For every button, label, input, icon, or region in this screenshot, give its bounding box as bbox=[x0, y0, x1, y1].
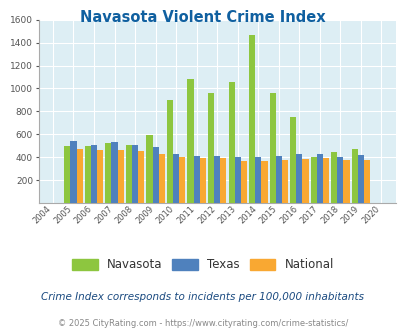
Bar bbox=[316, 154, 322, 203]
Bar bbox=[207, 93, 213, 203]
Bar bbox=[220, 158, 226, 203]
Bar bbox=[193, 156, 199, 203]
Bar bbox=[269, 93, 275, 203]
Bar bbox=[85, 146, 91, 203]
Bar bbox=[310, 157, 316, 203]
Bar bbox=[255, 157, 261, 203]
Bar bbox=[64, 146, 70, 203]
Bar bbox=[228, 82, 234, 203]
Bar bbox=[105, 144, 111, 203]
Bar bbox=[248, 35, 255, 203]
Bar bbox=[146, 135, 152, 203]
Bar bbox=[179, 157, 185, 203]
Text: Navasota Violent Crime Index: Navasota Violent Crime Index bbox=[80, 10, 325, 25]
Bar bbox=[70, 141, 77, 203]
Bar bbox=[357, 155, 363, 203]
Bar bbox=[240, 161, 246, 203]
Bar bbox=[97, 150, 103, 203]
Bar bbox=[322, 158, 328, 203]
Bar bbox=[281, 160, 287, 203]
Bar bbox=[275, 156, 281, 203]
Bar bbox=[302, 159, 308, 203]
Bar bbox=[111, 142, 117, 203]
Bar bbox=[337, 157, 343, 203]
Bar bbox=[138, 151, 144, 203]
Bar bbox=[213, 156, 220, 203]
Bar bbox=[363, 160, 369, 203]
Bar bbox=[296, 154, 302, 203]
Bar bbox=[330, 152, 337, 203]
Text: Crime Index corresponds to incidents per 100,000 inhabitants: Crime Index corresponds to incidents per… bbox=[41, 292, 364, 302]
Bar bbox=[117, 150, 124, 203]
Bar bbox=[77, 149, 83, 203]
Bar bbox=[152, 147, 158, 203]
Bar bbox=[158, 154, 164, 203]
Bar bbox=[132, 145, 138, 203]
Bar bbox=[261, 161, 267, 203]
Bar bbox=[187, 79, 193, 203]
Text: © 2025 CityRating.com - https://www.cityrating.com/crime-statistics/: © 2025 CityRating.com - https://www.city… bbox=[58, 319, 347, 328]
Bar bbox=[126, 145, 132, 203]
Bar bbox=[234, 157, 240, 203]
Bar bbox=[351, 149, 357, 203]
Bar bbox=[166, 100, 173, 203]
Bar bbox=[290, 117, 296, 203]
Bar bbox=[91, 145, 97, 203]
Legend: Navasota, Texas, National: Navasota, Texas, National bbox=[72, 258, 333, 271]
Bar bbox=[343, 160, 349, 203]
Bar bbox=[173, 154, 179, 203]
Bar bbox=[199, 158, 205, 203]
